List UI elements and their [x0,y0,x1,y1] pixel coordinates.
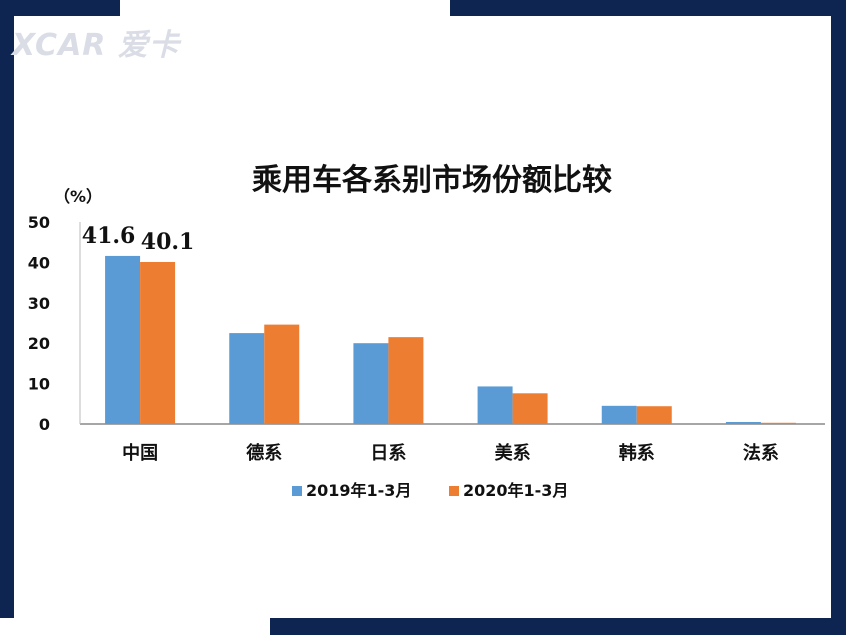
y-tick-label: 50 [28,213,50,232]
legend-label: 2020年1-3月 [463,481,568,500]
bar-2019 [725,421,761,424]
bar-2019 [601,405,637,424]
x-tick-label: 中国 [122,442,158,464]
bar-2020 [388,337,424,424]
bar-2019 [105,255,141,424]
bar-2020 [512,393,548,424]
x-tick-label: 德系 [246,442,282,464]
y-tick-label: 30 [28,294,50,313]
bar-2020 [140,261,176,424]
bars [105,255,796,424]
x-axis-ticks: 中国 德系 日系 美系 韩系 法系 [122,442,779,464]
x-tick-label: 美系 [495,442,531,464]
bar-2019 [229,333,265,424]
legend-swatch [292,486,302,496]
x-tick-label: 韩系 [619,442,655,464]
chart-title: 乘用车各系别市场份额比较 [252,163,612,198]
x-tick-label: 法系 [743,442,779,464]
y-tick-label: 20 [28,334,50,353]
bar-2019 [477,386,513,424]
bar-2019 [353,343,389,424]
y-tick-label: 0 [39,415,50,434]
bar-2020 [264,324,300,424]
data-label: 41.6 [82,223,136,249]
bar-2020 [636,406,672,424]
data-label: 40.1 [141,229,195,255]
data-labels: 41.6 40.1 [82,223,195,255]
x-tick-label: 日系 [370,443,406,464]
y-axis-ticks: 0 10 20 30 40 50 [28,213,50,434]
background-stripe-top [120,0,450,16]
background-stripe-bottom [0,618,270,635]
legend: 2019年1-3月 2020年1-3月 [292,481,568,500]
y-tick-label: 40 [28,253,50,272]
y-axis-label: （%） [54,187,102,206]
y-tick-label: 10 [28,375,50,394]
xcar-logo: XCAR 爱卡 [12,28,180,63]
bar-2020 [760,422,796,424]
legend-label: 2019年1-3月 [306,481,411,500]
legend-swatch [449,486,459,496]
